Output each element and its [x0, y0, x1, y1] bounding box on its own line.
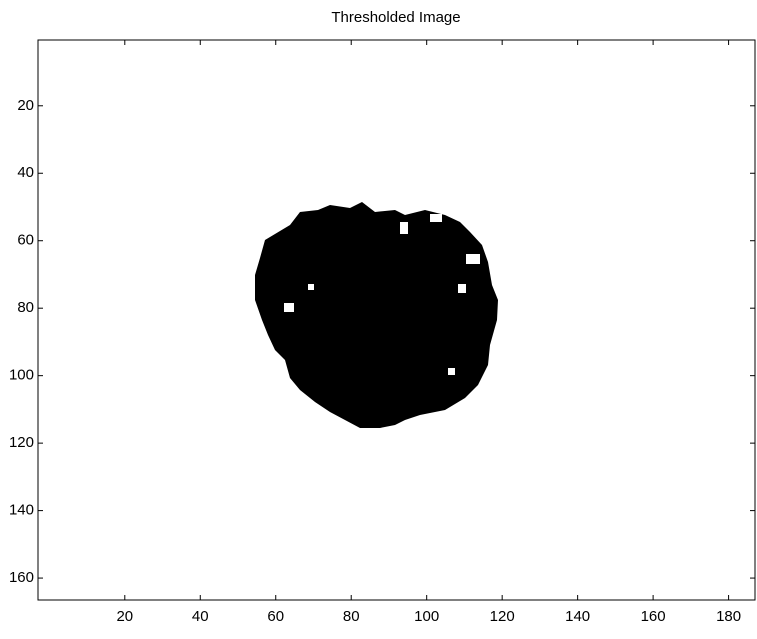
- blob-hole: [430, 214, 442, 222]
- y-tick-label: 20: [17, 97, 34, 114]
- blob-hole: [284, 303, 294, 312]
- y-tick-label: 60: [17, 232, 34, 249]
- page: Thresholded Image 20 40 60 80 100 120 140 160 18…: [0, 0, 757, 639]
- x-tick-label: 160: [641, 608, 666, 625]
- chart: Thresholded Image 20 40 60 80 100 120 140 160 18…: [0, 0, 757, 634]
- x-tick-label: 100: [414, 608, 439, 625]
- x-tick-label: 140: [565, 608, 590, 625]
- y-tick-label: 160: [9, 569, 34, 586]
- blob-hole: [448, 368, 455, 375]
- y-tick-label: 120: [9, 434, 34, 451]
- y-tick-label: 140: [9, 502, 34, 519]
- y-tick-label: 40: [17, 164, 34, 181]
- blob-hole: [458, 284, 466, 293]
- blob-hole: [308, 284, 314, 290]
- x-tick-label: 180: [716, 608, 741, 625]
- chart-title: Thresholded Image: [331, 9, 460, 26]
- x-tick-label: 120: [490, 608, 515, 625]
- x-tick-label: 60: [267, 608, 284, 625]
- y-tick-label: 100: [9, 367, 34, 384]
- x-tick-label: 80: [343, 608, 360, 625]
- y-tick-label: 80: [17, 299, 34, 316]
- blob-hole: [400, 222, 408, 234]
- x-tick-label: 20: [116, 608, 133, 625]
- blob-hole: [466, 254, 480, 264]
- x-tick-label: 40: [192, 608, 209, 625]
